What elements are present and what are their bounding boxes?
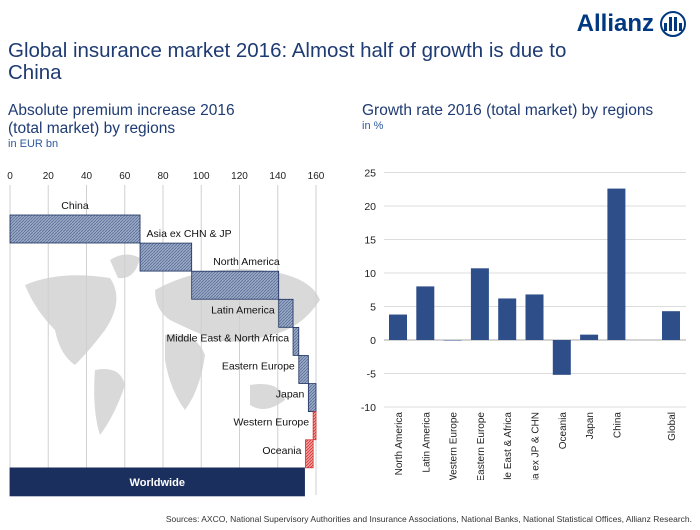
bar-label: Latin America bbox=[211, 304, 275, 316]
y-tick-label: 5 bbox=[370, 302, 376, 314]
bar bbox=[470, 268, 489, 340]
x-tick-label: 80 bbox=[157, 171, 169, 182]
y-tick-label: 15 bbox=[364, 235, 376, 247]
bar-label: Middle East & North Africa bbox=[166, 332, 289, 344]
waterfall-bar bbox=[139, 242, 193, 272]
page-title: Global insurance market 2016: Almost hal… bbox=[8, 39, 567, 84]
bar-label: Asia ex CHN & JP bbox=[146, 228, 231, 240]
x-tick-label: 40 bbox=[81, 171, 93, 182]
left-chart-title-line1: Absolute premium increase 2016 bbox=[8, 102, 235, 119]
bar-label: China bbox=[61, 200, 89, 212]
x-category-label: Oceania bbox=[558, 412, 569, 450]
y-tick-label: 25 bbox=[364, 168, 376, 180]
x-category-label: Japan bbox=[585, 412, 596, 439]
bar bbox=[607, 188, 626, 340]
x-category-label: Western Europe bbox=[449, 412, 460, 480]
bar bbox=[525, 294, 544, 340]
waterfall-bar bbox=[191, 270, 280, 300]
waterfall-bar bbox=[298, 355, 309, 384]
x-tick-label: 160 bbox=[308, 171, 325, 182]
waterfall-bar bbox=[278, 298, 294, 328]
waterfall-bar bbox=[9, 214, 141, 244]
bar bbox=[580, 334, 599, 340]
growth-rate-bar-chart: 25 20 15 10 5 0 -5 -10 North America Latin Americ… bbox=[361, 168, 686, 480]
x-tick-label: 100 bbox=[193, 171, 210, 182]
bar-label: Oceania bbox=[262, 445, 301, 457]
bar-label: Japan bbox=[276, 389, 305, 401]
y-tick-label: 20 bbox=[364, 201, 376, 213]
logo-text: Allianz bbox=[576, 10, 654, 37]
waterfall-bar bbox=[307, 383, 317, 413]
left-chart-header: Absolute premium increase 2016 (total ma… bbox=[8, 102, 235, 150]
x-tick-label: 60 bbox=[119, 171, 131, 182]
x-tick-label: 140 bbox=[269, 171, 286, 182]
waterfall-bar bbox=[292, 326, 300, 356]
y-tick-label: 0 bbox=[370, 335, 376, 347]
bar bbox=[443, 340, 462, 341]
y-tick-label: -10 bbox=[361, 402, 376, 414]
bar bbox=[416, 286, 435, 340]
bar bbox=[552, 340, 571, 375]
x-category-label: North America bbox=[394, 412, 405, 476]
y-tick-label: 10 bbox=[364, 268, 376, 280]
x-category-label: Latin America bbox=[421, 412, 432, 473]
bar-label: North America bbox=[213, 256, 280, 268]
bar-label: Worldwide bbox=[130, 477, 185, 489]
allianz-eagle-icon bbox=[660, 11, 686, 37]
x-tick-label: 0 bbox=[7, 171, 13, 182]
waterfall-chart: China Asia ex CHN & JP North America Latin … bbox=[7, 171, 325, 497]
bar bbox=[389, 314, 407, 340]
bar bbox=[498, 298, 517, 340]
x-tick-label: 120 bbox=[231, 171, 248, 182]
x-category-label: Middle East & Africa bbox=[503, 412, 514, 480]
x-category-label: Eastern Europe bbox=[476, 412, 487, 480]
x-category-label: Asia ex JP & CHN bbox=[531, 412, 542, 480]
x-category-label: China bbox=[612, 412, 623, 439]
waterfall-bar bbox=[9, 467, 305, 497]
right-chart-header: Growth rate 2016 (total market) by regio… bbox=[362, 102, 653, 132]
x-tick-label: 20 bbox=[43, 171, 55, 182]
x-category-label: Global bbox=[667, 412, 678, 441]
left-chart-title-line2: (total market) by regions bbox=[8, 120, 176, 137]
left-chart-unit: in EUR bn bbox=[8, 138, 59, 150]
waterfall-bar bbox=[305, 439, 314, 469]
y-tick-label: -5 bbox=[367, 369, 376, 381]
bar-label: Western Europe bbox=[233, 417, 309, 429]
bar-label: Eastern Europe bbox=[222, 361, 295, 373]
right-chart-title: Growth rate 2016 (total market) by regio… bbox=[362, 102, 654, 119]
bar bbox=[662, 311, 680, 340]
sources-footnote: Sources: AXCO, National Supervisory Auth… bbox=[165, 514, 692, 524]
right-chart-unit: in % bbox=[362, 120, 384, 132]
allianz-logo: Allianz bbox=[577, 10, 686, 38]
waterfall-bar bbox=[312, 411, 317, 441]
